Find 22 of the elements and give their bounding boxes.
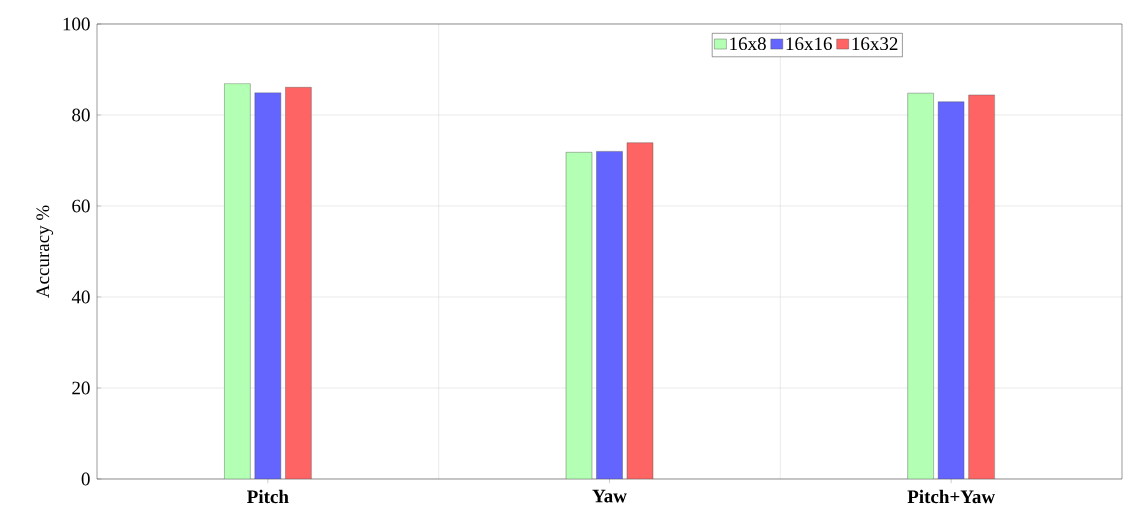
y-tick-label: 100 — [63, 17, 90, 31]
bar — [596, 151, 623, 479]
y-tick-label: 60 — [72, 199, 90, 213]
y-tick-label: 80 — [72, 108, 90, 122]
legend-label: 16x16 — [786, 37, 832, 51]
y-axis-title: Accuracy % — [36, 205, 54, 298]
x-tick-label: Pitch — [247, 489, 289, 504]
bar — [565, 152, 593, 479]
bar — [907, 92, 934, 479]
y-tick-label: 0 — [81, 472, 90, 486]
bar — [254, 92, 282, 479]
x-tick-label: Yaw — [592, 489, 627, 503]
y-tick-label: 40 — [71, 290, 90, 304]
bar — [224, 83, 251, 479]
bar — [285, 87, 312, 479]
bar — [626, 142, 654, 479]
bar — [968, 94, 995, 479]
y-tick-label: 20 — [72, 381, 90, 395]
bar — [937, 101, 965, 479]
legend-label: 16x8 — [730, 37, 766, 51]
x-tick-label: Pitch+Yaw — [907, 489, 996, 504]
legend-label: 16x32 — [852, 37, 898, 51]
